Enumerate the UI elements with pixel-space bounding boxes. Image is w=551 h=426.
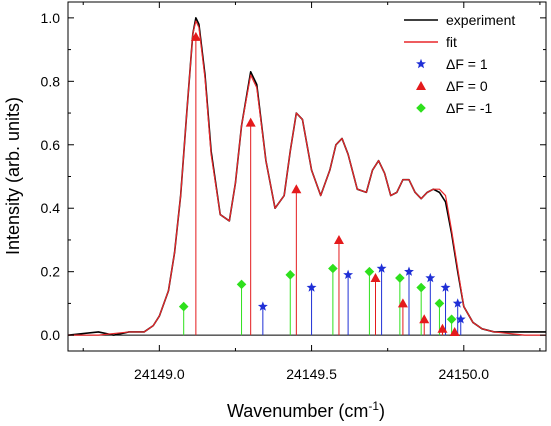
x-axis-title-text: Wavenumber (cm <box>227 401 368 421</box>
diamond-marker <box>364 266 375 277</box>
axes: 0.0 0.2 0.4 0.6 0.8 1.0 24149.0 24149.5 24150.0 <box>41 2 546 382</box>
stem-markers <box>178 31 466 336</box>
y-tick-label: 1.0 <box>41 10 61 26</box>
legend-star-marker <box>416 58 426 69</box>
diamond-marker <box>178 301 189 312</box>
y-tick-label: 0.4 <box>41 200 61 216</box>
y-tick-label: 0.8 <box>41 73 61 89</box>
x-axis-title: Wavenumber (cm-1) <box>227 399 385 421</box>
star-marker <box>452 298 463 308</box>
legend-triangle-marker <box>416 81 426 90</box>
star-marker <box>425 272 436 283</box>
star-marker <box>404 266 414 276</box>
legend-item: ΔF = -1 <box>416 100 493 116</box>
diamond-marker <box>446 314 457 325</box>
legend-item: ΔF = 0 <box>416 78 488 94</box>
triangle-marker <box>291 184 302 194</box>
y-tick-label: 0.6 <box>41 137 61 153</box>
curve-lines <box>67 17 546 336</box>
legend: experiment fit ΔF = 1 ΔF = 0 ΔF = -1 <box>404 12 515 116</box>
star-marker <box>455 314 466 324</box>
star-marker <box>257 301 268 311</box>
star-marker <box>376 263 387 273</box>
x-tick-label: 24150.0 <box>438 366 489 382</box>
legend-label: ΔF = 1 <box>446 56 488 72</box>
x-axis-title-superscript: -1 <box>368 399 379 413</box>
legend-diamond-marker <box>416 103 426 113</box>
diamond-marker <box>395 273 405 283</box>
legend-item: ΔF = 1 <box>416 56 488 72</box>
diamond-marker <box>434 298 445 309</box>
y-tick-label: 0.0 <box>41 327 61 343</box>
triangle-marker <box>370 273 381 283</box>
triangle-marker <box>449 326 460 336</box>
triangle-marker <box>245 117 256 127</box>
diamond-marker <box>236 279 247 290</box>
legend-item: fit <box>404 34 457 50</box>
star-marker <box>440 282 451 292</box>
legend-label: fit <box>446 34 457 50</box>
plot-frame <box>67 1 547 352</box>
y-axis-title: Intensity (arb. units) <box>3 97 23 255</box>
diamond-marker <box>285 270 296 280</box>
stem-lines <box>183 36 462 336</box>
y-tick-label: 0.2 <box>41 264 61 280</box>
legend-label: experiment <box>446 12 515 28</box>
x-axis-title-close: ) <box>379 401 385 421</box>
x-tick-label: 24149.0 <box>134 366 185 382</box>
triangle-marker <box>333 234 344 244</box>
x-tick-label: 24149.5 <box>286 366 337 382</box>
legend-item: experiment <box>404 12 515 28</box>
fit-line <box>68 20 546 336</box>
star-marker <box>306 282 317 292</box>
triangle-marker <box>190 31 201 41</box>
triangle-marker <box>419 314 430 324</box>
legend-label: ΔF = 0 <box>446 78 488 94</box>
legend-label: ΔF = -1 <box>446 100 493 116</box>
star-marker <box>343 269 354 280</box>
triangle-marker <box>437 323 448 333</box>
diamond-marker <box>328 263 338 274</box>
triangle-marker <box>397 298 408 308</box>
diamond-marker <box>416 282 426 293</box>
